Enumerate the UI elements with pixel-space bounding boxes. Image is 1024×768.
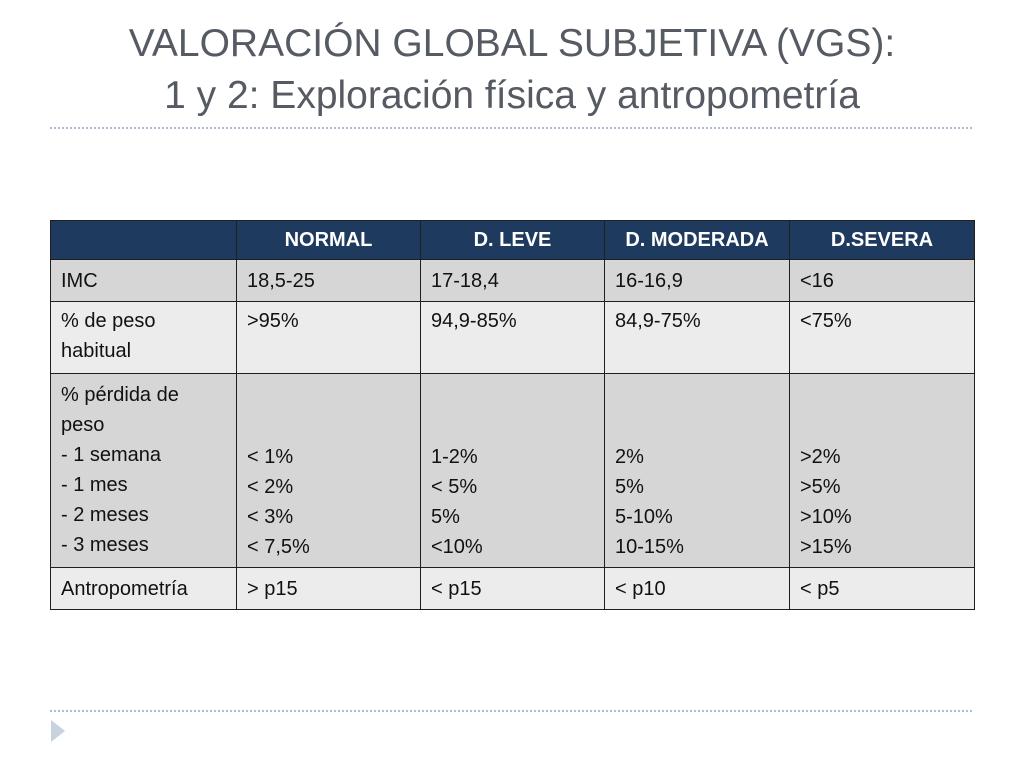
cell-line: % pérdida de <box>61 384 179 406</box>
cell-line: >5% <box>800 476 841 498</box>
cell-line: >95% <box>247 310 299 332</box>
table-cell: > p15 <box>236 567 421 610</box>
cell-line: - 2 meses <box>61 504 149 526</box>
header-cell-d-severa: D.SEVERA <box>789 220 975 260</box>
table-cell: 16-16,9 <box>604 259 790 302</box>
cell-line: 94,9-85% <box>431 310 517 332</box>
table-header-row: NORMAL D. LEVE D. MODERADA D.SEVERA <box>50 220 975 260</box>
table-cell: <16 <box>789 259 975 302</box>
cell-line: 5-10% <box>615 506 673 528</box>
slide-title-line-2: 1 y 2: Exploración física y antropometrí… <box>164 74 860 117</box>
cell-line: - 1 semana <box>61 444 162 466</box>
cell-line: 18,5-25 <box>247 269 315 292</box>
table-cell: >95% <box>236 301 421 374</box>
vgs-table: NORMAL D. LEVE D. MODERADA D.SEVERA IMC … <box>50 220 975 610</box>
cell-line: 17-18,4 <box>431 269 499 292</box>
cell-line: habitual <box>61 340 132 362</box>
table-row-antropometria: Antropometría > p15 < p15 < p10 < p5 <box>50 567 975 610</box>
table-row-peso-habitual: % de peso habitual >95% 94,9-85% 84,9-75… <box>50 301 975 374</box>
cell-line: <10% <box>431 536 483 558</box>
cell-line: 1-2% <box>431 446 478 468</box>
bottom-divider <box>50 710 972 712</box>
cell-line: <75% <box>800 310 852 332</box>
cell-line: >15% <box>800 536 852 558</box>
table-cell: < p5 <box>789 567 975 610</box>
cell-line: 16-16,9 <box>615 269 683 292</box>
cell-line: >10% <box>800 506 852 528</box>
table-cell: 1-2% < 5% 5% <10% <box>420 373 605 568</box>
slide-title: VALORACIÓN GLOBAL SUBJETIVA (VGS): 1 y 2… <box>0 18 1024 122</box>
cell-line: < 1% <box>247 446 294 468</box>
table-row-imc: IMC 18,5-25 17-18,4 16-16,9 <16 <box>50 259 975 302</box>
cell-line: peso <box>61 414 105 436</box>
top-divider <box>50 127 972 129</box>
row-label-antropometria: Antropometría <box>50 567 237 610</box>
cell-line: - 1 mes <box>61 474 128 496</box>
table-cell: >2% >5% >10% >15% <box>789 373 975 568</box>
triangle-bullet-icon <box>51 720 65 742</box>
cell-line: > p15 <box>247 577 298 600</box>
cell-line: 5% <box>615 476 644 498</box>
cell-line: 5% <box>431 506 460 528</box>
cell-line: < p15 <box>431 577 482 600</box>
cell-line: < 2% <box>247 476 294 498</box>
table-cell: 17-18,4 <box>420 259 605 302</box>
header-cell-empty <box>50 220 237 260</box>
table-cell: 2% 5% 5-10% 10-15% <box>604 373 790 568</box>
cell-line: % de peso <box>61 310 156 332</box>
row-label-perdida-peso: % pérdida de peso - 1 semana - 1 mes - 2… <box>50 373 237 568</box>
cell-line: - 3 meses <box>61 534 149 556</box>
table-row-perdida-peso: % pérdida de peso - 1 semana - 1 mes - 2… <box>50 373 975 568</box>
cell-line: < 5% <box>431 476 478 498</box>
cell-line: < p10 <box>615 577 666 600</box>
slide-title-line-1: VALORACIÓN GLOBAL SUBJETIVA (VGS): <box>128 22 896 65</box>
table-cell: < p15 <box>420 567 605 610</box>
cell-line: 84,9-75% <box>615 310 701 332</box>
cell-line: 10-15% <box>615 536 684 558</box>
table-cell: < 1% < 2% < 3% < 7,5% <box>236 373 421 568</box>
cell-line: >2% <box>800 446 841 468</box>
table-cell: 94,9-85% <box>420 301 605 374</box>
header-cell-normal: NORMAL <box>236 220 421 260</box>
row-label-imc: IMC <box>50 259 237 302</box>
cell-line: 2% <box>615 446 644 468</box>
cell-line: < p5 <box>800 577 840 600</box>
cell-line: <16 <box>800 269 834 292</box>
cell-line: Antropometría <box>61 577 188 600</box>
row-label-peso-habitual: % de peso habitual <box>50 301 237 374</box>
cell-line: IMC <box>61 269 98 292</box>
cell-line: < 3% <box>247 506 294 528</box>
table-cell: <75% <box>789 301 975 374</box>
header-cell-d-leve: D. LEVE <box>420 220 605 260</box>
header-cell-d-moderada: D. MODERADA <box>604 220 790 260</box>
table-cell: 18,5-25 <box>236 259 421 302</box>
cell-line: < 7,5% <box>247 536 310 558</box>
table-cell: < p10 <box>604 567 790 610</box>
table-cell: 84,9-75% <box>604 301 790 374</box>
